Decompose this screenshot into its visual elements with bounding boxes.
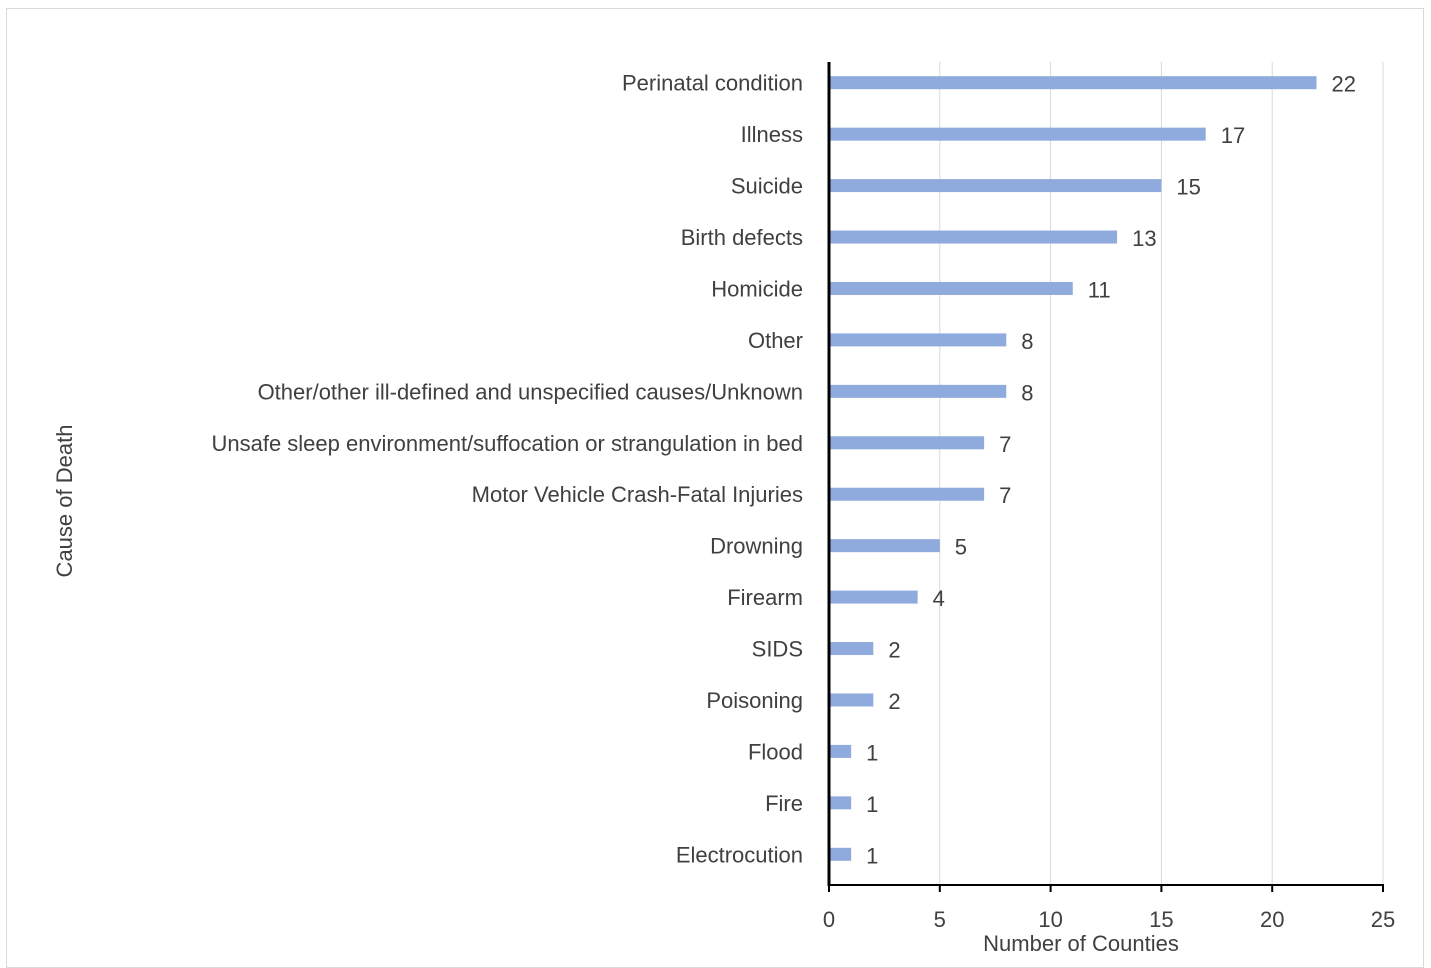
category-label: Homicide	[711, 276, 803, 301]
bar	[829, 179, 1162, 193]
bar	[829, 847, 852, 861]
x-tick-label: 25	[1371, 907, 1395, 932]
x-tick-labels: 0 5 10 15 20 25	[823, 907, 1395, 932]
x-axis-title: Number of Counties	[983, 931, 1179, 956]
data-label: 15	[1176, 175, 1200, 200]
x-tick-label: 15	[1149, 907, 1173, 932]
x-tick-label: 0	[823, 907, 835, 932]
x-tick-label: 20	[1260, 907, 1284, 932]
data-label: 8	[1021, 329, 1033, 354]
bar	[829, 539, 940, 553]
data-label: 5	[955, 535, 967, 560]
category-label: Firearm	[727, 585, 803, 610]
bar	[829, 693, 874, 707]
data-label: 1	[866, 843, 878, 868]
bar	[829, 333, 1007, 347]
data-label: 13	[1132, 226, 1156, 251]
category-labels: Perinatal condition Illness Suicide Birth d…	[211, 71, 803, 868]
category-label: Unsafe sleep environment/suffocation or …	[211, 431, 803, 456]
bar	[829, 76, 1317, 90]
data-label: 22	[1332, 72, 1356, 97]
category-label: Other	[748, 328, 803, 353]
category-label: SIDS	[752, 637, 803, 662]
category-label: Motor Vehicle Crash-Fatal Injuries	[472, 482, 803, 507]
data-label: 2	[888, 638, 900, 663]
bar	[829, 590, 918, 604]
y-axis-title: Cause of Death	[52, 425, 77, 578]
bar	[829, 230, 1118, 244]
axes	[827, 62, 1384, 892]
category-label: Perinatal condition	[622, 71, 803, 96]
x-tick-label: 10	[1038, 907, 1062, 932]
gridlines	[939, 62, 1384, 885]
data-label: 1	[866, 740, 878, 765]
data-label: 7	[999, 483, 1011, 508]
bar	[829, 127, 1206, 141]
category-label: Fire	[765, 791, 803, 816]
category-label: Drowning	[710, 534, 803, 559]
bar	[829, 744, 852, 758]
bar	[829, 384, 1007, 398]
category-label: Birth defects	[681, 225, 803, 250]
x-tick-label: 5	[934, 907, 946, 932]
bar	[829, 281, 1073, 295]
category-label: Flood	[748, 739, 803, 764]
data-label: 1	[866, 792, 878, 817]
category-label: Illness	[741, 122, 803, 147]
data-label: 8	[1021, 380, 1033, 405]
data-label: 7	[999, 432, 1011, 457]
bar	[829, 436, 985, 450]
category-label: Other/other ill-defined and unspecified …	[258, 379, 803, 404]
category-label: Poisoning	[706, 688, 803, 713]
bar	[829, 796, 852, 810]
bar	[829, 487, 985, 501]
category-label: Suicide	[731, 174, 803, 199]
bars	[829, 76, 1317, 861]
category-label: Electrocution	[676, 842, 803, 867]
data-label: 17	[1221, 123, 1245, 148]
data-label: 11	[1088, 277, 1111, 302]
bar	[829, 642, 874, 656]
data-label: 2	[888, 689, 900, 714]
data-label: 4	[933, 586, 945, 611]
